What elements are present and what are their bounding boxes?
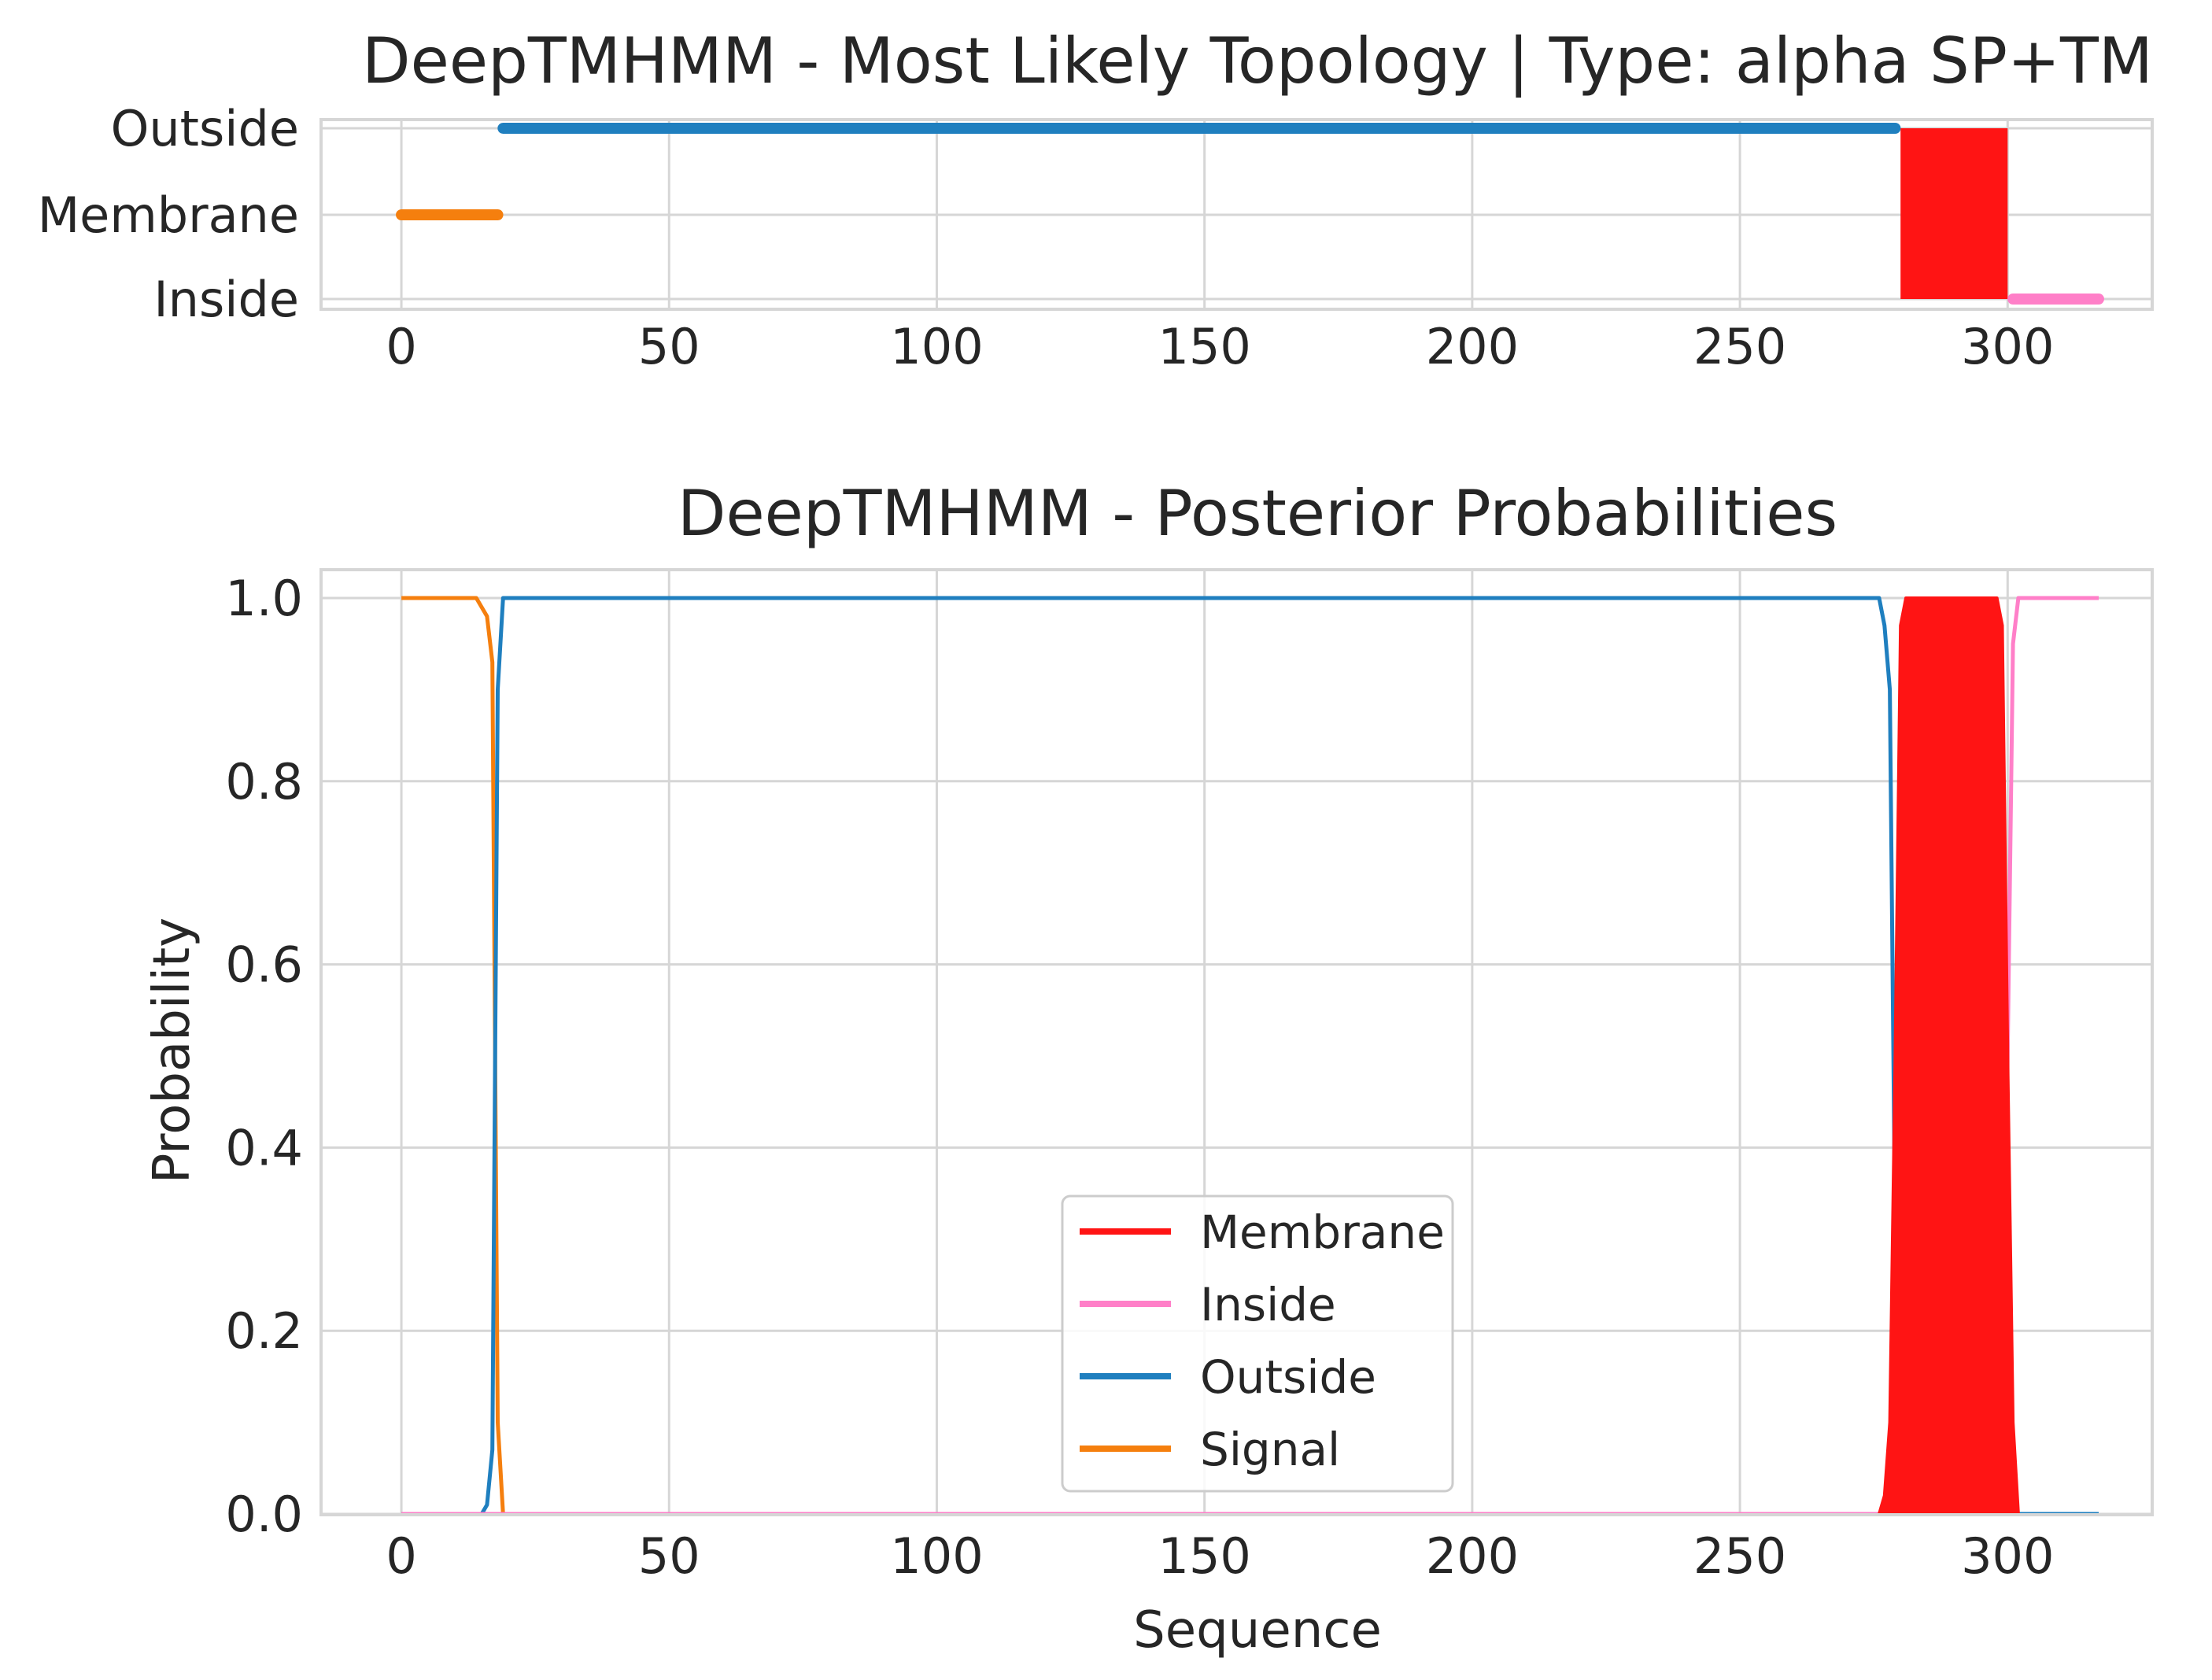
y-tick-label: 0.2: [225, 1302, 303, 1360]
x-axis-label: Sequence: [1133, 1601, 1382, 1660]
topology-title: DeepTMHMM - Most Likely Topology | Type:…: [362, 24, 2153, 98]
y-tick-label: 0.8: [225, 753, 303, 810]
posterior-title: DeepTMHMM - Posterior Probabilities: [678, 477, 1837, 550]
topology-grid: [321, 120, 2152, 309]
posterior-frame: [319, 568, 2154, 1516]
x-tick-label: 100: [890, 318, 983, 375]
series-signal: [401, 596, 2099, 1516]
y-axis-label: Probability: [143, 918, 201, 1183]
y-tick-label: 0.4: [225, 1119, 303, 1176]
x-tick-label: 0: [386, 1527, 416, 1585]
y-tick-label: 0.6: [225, 936, 303, 994]
x-tick-label: 250: [1693, 1527, 1786, 1585]
y-tick-label: 0.0: [225, 1486, 303, 1543]
posterior-panel: DeepTMHMM - Posterior Probabilities 0 50 1…: [143, 477, 2154, 1660]
x-tick-label: 0: [386, 318, 416, 375]
legend-label-signal: Signal: [1200, 1423, 1340, 1476]
x-tick-label: 300: [1961, 318, 2054, 375]
topology-panel: DeepTMHMM - Most Likely Topology | Type:…: [38, 24, 2154, 375]
x-tick-label: 50: [638, 1527, 700, 1585]
topology-frame: [319, 118, 2154, 311]
posterior-x-ticks: 0 50 100 150 200 250 300: [386, 1527, 2054, 1585]
topology-marks: [396, 123, 2104, 305]
x-tick-label: 300: [1961, 1527, 2054, 1585]
legend-label-membrane: Membrane: [1200, 1206, 1445, 1259]
x-tick-label: 100: [890, 1527, 983, 1585]
legend: Membrane Inside Outside Signal: [1061, 1194, 1454, 1493]
series-membrane: [1878, 596, 2020, 1516]
legend-label-inside: Inside: [1200, 1278, 1336, 1331]
posterior-y-ticks: 0.0 0.2 0.4 0.6 0.8 1.0: [225, 570, 303, 1543]
x-tick-label: 150: [1158, 318, 1251, 375]
topology-x-ticks: 0 50 100 150 200 250 300: [386, 318, 2054, 375]
x-tick-label: 50: [638, 318, 700, 375]
legend-box: [1061, 1194, 1454, 1493]
topology-y-ticks: Inside Membrane Outside: [38, 100, 299, 328]
x-tick-label: 250: [1693, 318, 1786, 375]
legend-label-outside: Outside: [1200, 1350, 1376, 1404]
x-tick-label: 150: [1158, 1527, 1251, 1585]
segment-membrane: [1900, 128, 2008, 299]
y-tick-label: Membrane: [38, 186, 299, 244]
y-tick-label: 1.0: [225, 570, 303, 627]
x-tick-label: 200: [1426, 1527, 1519, 1585]
y-tick-label: Inside: [153, 271, 299, 328]
y-tick-label: Outside: [111, 100, 299, 157]
x-tick-label: 200: [1426, 318, 1519, 375]
